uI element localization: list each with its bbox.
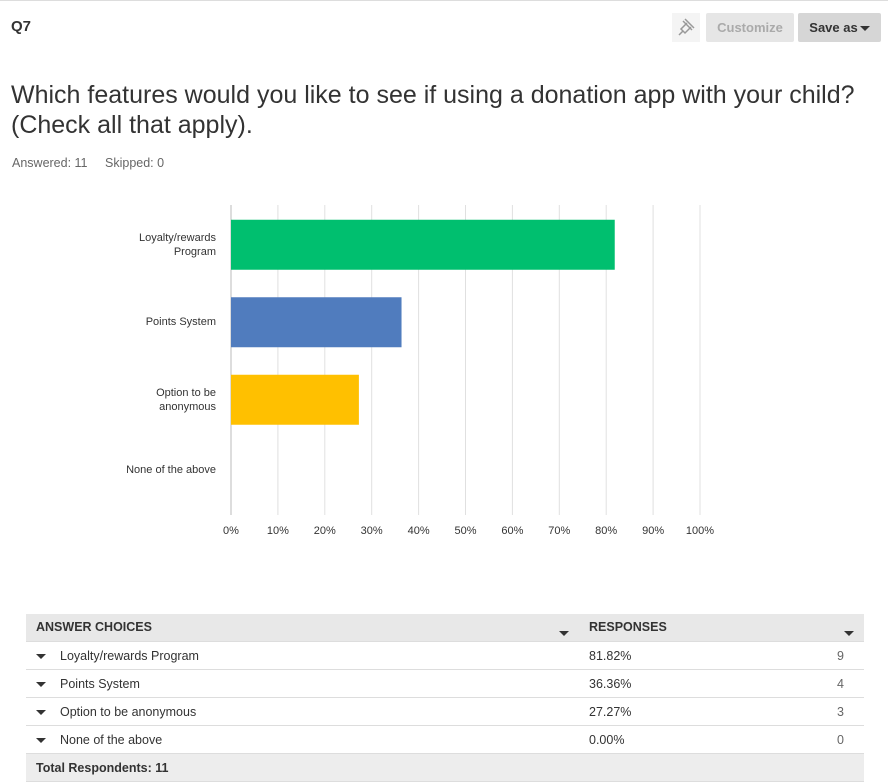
total-cell: Total Respondents: 11 [26, 753, 864, 782]
response-cell: 36.36% 4 [579, 669, 864, 698]
category-label: Option to be anonymous [156, 386, 216, 413]
category-label: Points System [145, 316, 216, 329]
table-row: Points System 36.36% 4 [26, 669, 864, 698]
expand-icon [36, 681, 46, 687]
x-tick-label: 20% [314, 525, 336, 537]
category-label: None of the above [126, 464, 216, 477]
chart: 0% 10% 20% 30% 40% 50% 60% 70% 80% 90% 100% [223, 205, 714, 537]
choice-text: Points System [60, 676, 140, 691]
total-row: Total Respondents: 11 [26, 753, 864, 782]
header-text: ANSWER CHOICES [36, 619, 152, 634]
response-percent: 0.00% [589, 732, 625, 747]
x-tick-label: 10% [267, 525, 289, 537]
x-tick-label: 100% [686, 525, 714, 537]
expand-icon [36, 653, 46, 659]
response-cell: 27.27% 3 [579, 697, 864, 726]
header-cell[interactable]: ANSWER CHOICES [26, 614, 579, 642]
bar [231, 297, 402, 348]
header-cell[interactable]: RESPONSES [579, 614, 864, 642]
choice-cell: Points System [26, 669, 579, 698]
x-tick-label: 50% [454, 525, 476, 537]
x-tick-label: 60% [501, 525, 523, 537]
response-count: 9 [837, 648, 844, 663]
response-cell: 81.82% 9 [579, 641, 864, 670]
response-cell: 0.00% 0 [579, 725, 864, 754]
expand-icon [36, 709, 46, 715]
table-row: Option to be anonymous 27.27% 3 [26, 697, 864, 726]
header-text: RESPONSES [589, 619, 667, 634]
choice-cell: None of the above [26, 725, 579, 754]
bar [231, 374, 359, 425]
save-as-label: Save as [809, 20, 858, 35]
customize-button[interactable]: Customize [706, 13, 794, 42]
skipped-count: Skipped: 0 [105, 156, 165, 170]
save-as-button[interactable]: Save as [798, 13, 881, 42]
response-count: 0 [837, 732, 844, 747]
response-count: 3 [837, 704, 844, 719]
x-tick-label: 0% [223, 525, 239, 537]
response-count: 4 [837, 676, 844, 691]
category-label: Loyalty/rewards Program [138, 231, 216, 258]
dropdown-icon [859, 26, 870, 32]
question-number: Q7 [11, 18, 32, 35]
top-border [0, 0, 888, 1]
answered-count: Answered: 11 [12, 156, 88, 170]
question-title: Which features would you like to see if … [11, 81, 855, 139]
x-tick-label: 70% [548, 525, 570, 537]
response-percent: 27.27% [589, 704, 632, 719]
sort-icon [559, 630, 569, 636]
choice-cell: Option to be anonymous [26, 697, 579, 726]
pin-button[interactable] [672, 13, 700, 42]
x-tick-label: 30% [361, 525, 383, 537]
x-tick-label: 40% [408, 525, 430, 537]
bar [231, 219, 615, 270]
response-percent: 36.36% [589, 676, 632, 691]
table-row: Loyalty/rewards Program 81.82% 9 [26, 641, 864, 670]
choice-text: Option to be anonymous [60, 704, 197, 719]
x-tick-label: 90% [642, 525, 664, 537]
choice-text: None of the above [60, 732, 163, 747]
results-table: ANSWER CHOICES RESPONSES Loyalty/rewards… [26, 614, 864, 782]
sort-icon [844, 630, 854, 636]
choice-text: Loyalty/rewards Program [60, 648, 199, 663]
table-row: None of the above 0.00% 0 [26, 725, 864, 754]
choice-cell: Loyalty/rewards Program [26, 641, 579, 670]
expand-icon [36, 737, 46, 743]
response-percent: 81.82% [589, 648, 632, 663]
x-tick-label: 80% [595, 525, 617, 537]
